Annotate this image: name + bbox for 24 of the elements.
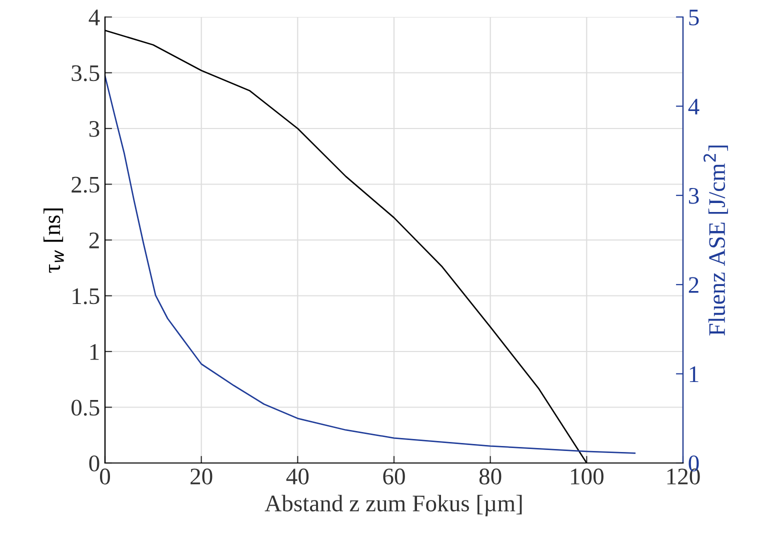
- y-tick-label: 0.5: [72, 400, 100, 416]
- y-axis-title: τ$_{w}$ [ns]: [44, 208, 64, 273]
- y-tick-label: 1.5: [72, 288, 100, 304]
- y2-tick-label: 2: [688, 277, 698, 293]
- y-tick-label: 4: [88, 10, 100, 26]
- y-tick-label: 2.5: [72, 176, 100, 193]
- y-tick-label: 3: [89, 121, 100, 137]
- x-tick-label: 0: [100, 468, 110, 484]
- y2-tick-label: 5: [689, 10, 699, 26]
- y-tick-label: 0: [89, 455, 100, 472]
- x-axis-title: Abstand z zum Fokus [µm]: [264, 494, 522, 516]
- y-tick-label: 3.5: [72, 65, 100, 82]
- y-tick-label: 2: [89, 232, 99, 248]
- line-series: [105, 75, 636, 454]
- x-tick-label: 60: [383, 468, 405, 484]
- y-tick-label: 1: [90, 344, 99, 360]
- x-tick-label: 40: [286, 468, 309, 484]
- x-tick-label: 20: [190, 468, 212, 484]
- y2-axis-title: Fluenz ASE [J/cm$^{2}$]: [704, 146, 728, 336]
- x-tick-label: 80: [479, 468, 502, 484]
- x-tick-label: 100: [571, 468, 604, 484]
- y2-tick-label: 4: [688, 98, 700, 114]
- y2-tick-label: 3: [688, 188, 699, 204]
- y2-tick-label: 1: [690, 366, 698, 382]
